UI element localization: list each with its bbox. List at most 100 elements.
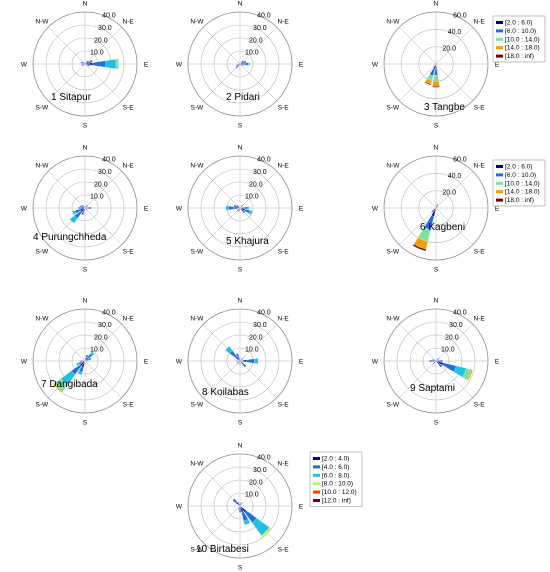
rose-wedge (261, 527, 272, 538)
direction-label: W (21, 62, 28, 69)
grid-ring (200, 24, 280, 104)
legend-swatch (496, 37, 503, 41)
direction-label: S-W (387, 105, 401, 112)
rose-wedge (239, 63, 242, 66)
direction-label: N-W (190, 460, 204, 467)
direction-label: N-W (35, 315, 49, 322)
legend-swatch (496, 29, 503, 33)
grid-ring (187, 155, 293, 261)
grid-ring (32, 308, 138, 414)
direction-label: S-E (474, 402, 486, 409)
station-title: 10 Birtabesi (196, 544, 249, 555)
ring-label: 10.0 (90, 194, 104, 201)
grid-ring (187, 453, 293, 559)
rose-wedge (433, 75, 439, 82)
ring-label: 60.0 (453, 13, 467, 20)
legend-label: [2.0 : 6.0) (505, 20, 532, 27)
direction-label: N-W (35, 162, 49, 169)
grid-ring (226, 492, 254, 520)
ring-label: 40.0 (257, 455, 271, 462)
rose-wedge (236, 362, 239, 365)
direction-label: N-E (474, 162, 486, 169)
rose-wedge (466, 369, 473, 381)
direction-label: S-W (36, 249, 50, 256)
rose-wedge (241, 60, 244, 63)
direction-label: W (372, 359, 379, 366)
grid-ring (200, 321, 280, 401)
legend: [2.0 : 4.0)[4.0 : 6.0)[6.0 : 8.0) [8.0 : … (309, 451, 363, 507)
ring-label: 10.0 (90, 50, 104, 57)
legend-label: [18.0 : inf) (505, 53, 534, 60)
direction-label: N (83, 298, 88, 305)
rose-wedge (436, 205, 439, 208)
direction-label: S (83, 420, 88, 427)
grid-ring (396, 321, 476, 401)
direction-label: N (83, 145, 88, 152)
legend-swatch (313, 499, 320, 502)
station-title: 7 Dangibada (41, 379, 98, 390)
direction-label: S (83, 123, 88, 130)
direction-label: N (238, 443, 243, 450)
grid-ring (45, 168, 125, 248)
rose-wedge (237, 502, 240, 504)
grid-ring (71, 194, 99, 222)
grid-ring (58, 334, 112, 388)
rose-wedge (243, 62, 249, 66)
rose-wedge (243, 60, 247, 64)
direction-label: N-E (474, 315, 486, 322)
legend-label: [2.0 : 6.0) (505, 164, 532, 171)
rose-wedge (81, 211, 85, 216)
legend-label: [2.0 : 4.0) (322, 456, 349, 463)
direction-label: N (434, 298, 439, 305)
legend-swatch (313, 457, 320, 460)
windrose-panel: 10.0 20.0 30.0 40.0 N N-E E S-E S S-W W N-W 10 Birta… (176, 443, 363, 572)
legend-swatch (496, 190, 503, 194)
rose-wedge (88, 59, 93, 64)
legend-label: [14.0 : 18.0) (505, 189, 540, 196)
direction-label: N-E (278, 315, 290, 322)
rose-wedge (437, 357, 440, 360)
station-title: 6 Kagbeni (420, 222, 465, 233)
direction-label: E (299, 504, 304, 511)
rose-wedge (76, 362, 80, 366)
direction-label: S (238, 123, 243, 130)
station-title: 8 Koilabas (202, 387, 249, 398)
grid-ring (213, 37, 267, 91)
grid-ring (45, 321, 125, 401)
grid-spoke (399, 63, 437, 101)
direction-label: W (372, 62, 379, 69)
rose-wedge (237, 210, 240, 212)
grid-ring (200, 168, 280, 248)
legend-label: [6.0 : 8.0) (322, 472, 349, 479)
direction-label: E (299, 62, 304, 69)
legend-label: [10.0 : 14.0) (505, 180, 540, 187)
direction-label: W (176, 359, 183, 366)
rose-wedge (254, 358, 259, 364)
ring-label: 20.0 (94, 334, 108, 341)
rose-wedge (432, 86, 440, 88)
ring-label: 30.0 (253, 467, 267, 474)
grid-ring (383, 155, 489, 261)
legend-swatch (313, 490, 320, 494)
direction-label: S-W (387, 402, 401, 409)
direction-label: S-W (191, 249, 205, 256)
direction-label: S-E (474, 249, 486, 256)
legend-swatch (496, 165, 503, 168)
rose-wedge (235, 353, 240, 358)
rose-wedge (92, 60, 106, 68)
rose-wedge (432, 81, 440, 87)
windrose-panel: 10.0 20.0 30.0 40.0 N N-E E S-E S S-W W N-W 5 Khajur… (176, 145, 304, 274)
rose-wedge (239, 363, 241, 365)
station-title: 1 Sitapur (51, 92, 92, 103)
direction-label: N-W (35, 18, 49, 25)
direction-label: N-E (278, 162, 290, 169)
direction-label: S-W (36, 402, 50, 409)
direction-label: N (238, 1, 243, 8)
ring-label: 60.0 (453, 157, 467, 164)
rose-wedge (242, 210, 246, 214)
rose-wedge (235, 65, 239, 69)
rose-wedge (436, 203, 439, 206)
ring-label: 10.0 (245, 194, 259, 201)
grid-ring (226, 50, 254, 78)
